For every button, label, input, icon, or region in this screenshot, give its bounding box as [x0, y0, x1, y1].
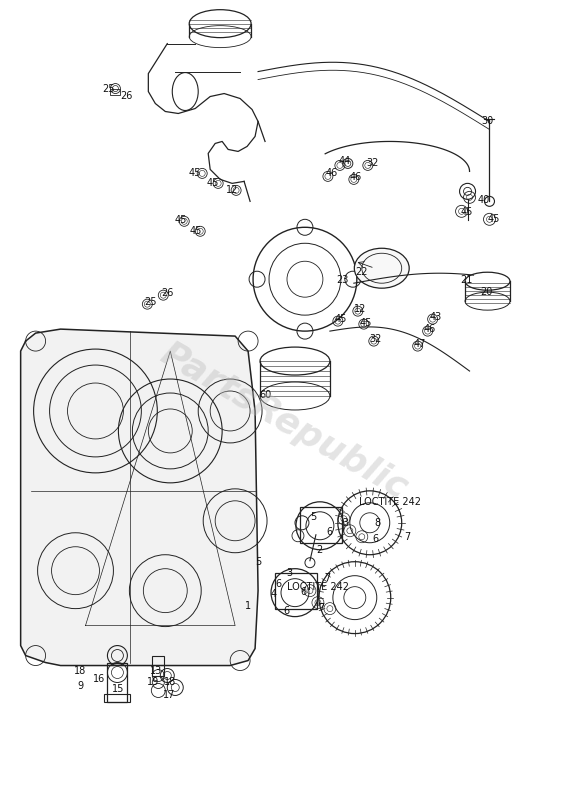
- Text: 22: 22: [356, 267, 368, 277]
- Text: 3: 3: [343, 518, 349, 528]
- Text: 13: 13: [150, 665, 162, 676]
- Text: 4: 4: [271, 589, 277, 599]
- Bar: [107, 663, 127, 702]
- Text: 44: 44: [339, 157, 351, 166]
- Text: 43: 43: [429, 312, 442, 322]
- Bar: [110, 89, 120, 95]
- Text: 8: 8: [375, 518, 381, 528]
- Text: 15: 15: [112, 684, 124, 694]
- Text: LOCTITE 242: LOCTITE 242: [287, 581, 349, 592]
- Text: 25: 25: [144, 297, 157, 307]
- Text: 30: 30: [481, 116, 494, 127]
- Text: 25: 25: [102, 84, 115, 93]
- Text: 2: 2: [316, 545, 322, 554]
- Text: 32: 32: [366, 158, 379, 168]
- Text: 5: 5: [255, 557, 261, 566]
- Text: 21: 21: [461, 275, 473, 286]
- Text: 46: 46: [350, 172, 362, 183]
- Text: 20: 20: [481, 287, 492, 297]
- Text: 45: 45: [487, 214, 500, 225]
- Text: LOCTITE 242: LOCTITE 242: [359, 497, 421, 507]
- Text: 45: 45: [335, 314, 347, 324]
- Text: 7: 7: [404, 532, 411, 542]
- Text: 16: 16: [93, 673, 106, 683]
- Text: 6: 6: [275, 579, 281, 589]
- Text: 17: 17: [163, 691, 176, 701]
- Bar: [152, 656, 164, 676]
- Text: 45: 45: [461, 207, 473, 218]
- Text: 1: 1: [245, 600, 251, 611]
- Bar: [105, 694, 131, 702]
- Text: 45: 45: [174, 215, 186, 225]
- Bar: [275, 573, 317, 608]
- Text: 46: 46: [424, 324, 436, 334]
- Text: 26: 26: [120, 90, 132, 100]
- Text: 12: 12: [354, 305, 366, 314]
- Text: 23: 23: [337, 275, 349, 286]
- Text: 7: 7: [318, 603, 324, 612]
- Text: 7: 7: [324, 573, 330, 583]
- Text: 46: 46: [326, 168, 338, 179]
- Text: 32: 32: [370, 334, 382, 344]
- Text: 60: 60: [259, 390, 271, 400]
- Text: 6: 6: [300, 587, 306, 596]
- Text: 12: 12: [226, 185, 239, 195]
- Text: PartsRepublic: PartsRepublic: [154, 336, 414, 505]
- Text: 45: 45: [360, 318, 372, 328]
- Text: 19: 19: [147, 678, 160, 687]
- Text: 40: 40: [477, 195, 490, 206]
- Text: 5: 5: [310, 512, 316, 522]
- Text: 3: 3: [286, 568, 292, 577]
- Text: 18: 18: [74, 665, 87, 676]
- Text: 9: 9: [77, 682, 83, 691]
- Ellipse shape: [354, 248, 409, 288]
- Text: 6: 6: [283, 606, 289, 615]
- Bar: [300, 507, 342, 543]
- Polygon shape: [20, 329, 258, 665]
- Text: 47: 47: [414, 339, 426, 349]
- Text: 45: 45: [190, 226, 202, 237]
- Text: 6: 6: [373, 534, 379, 543]
- Text: 6: 6: [327, 527, 333, 537]
- Text: 18: 18: [164, 678, 177, 687]
- Text: 26: 26: [161, 288, 173, 298]
- Text: 45: 45: [189, 168, 202, 179]
- Text: 45: 45: [207, 179, 219, 188]
